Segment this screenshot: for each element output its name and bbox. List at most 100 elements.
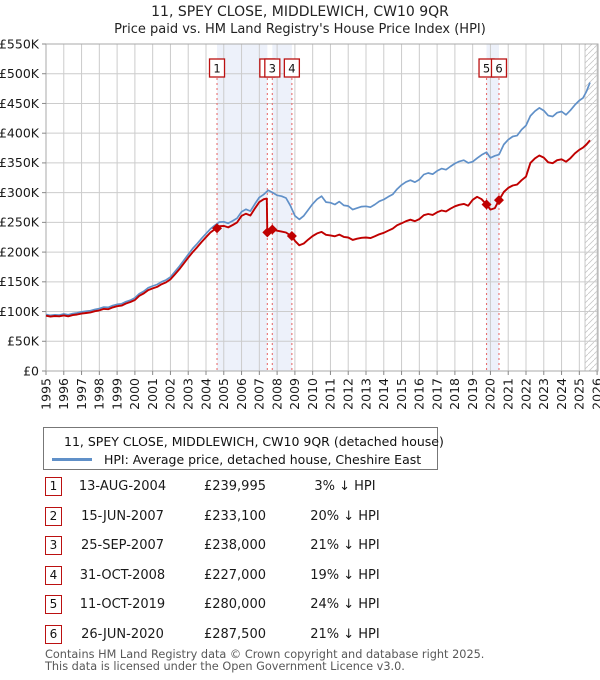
- transaction-price: £239,995: [203, 479, 266, 494]
- x-axis-tick-label: 2024: [554, 378, 569, 410]
- x-axis-tick-label: 2019: [465, 378, 480, 410]
- x-axis-tick-label: 1995: [38, 378, 53, 410]
- transaction-price: £227,000: [203, 567, 266, 583]
- ownership-period-shading: [272, 44, 292, 371]
- transaction-number-badge: 5: [45, 595, 62, 615]
- chart-subtitle: Price paid vs. HM Land Registry's House …: [114, 22, 486, 37]
- plot-border: [45, 43, 599, 372]
- transaction-date: 26-JUN-2020: [81, 626, 164, 642]
- future-data-hatch: [584, 43, 599, 372]
- transactions-table: 1 13-AUG-2004 £239,995 3% ↓ HPI 2 15-JUN…: [45, 477, 565, 655]
- transaction-hpi-diff: 21% ↓ HPI: [310, 626, 380, 642]
- x-axis-tick-label: 2002: [163, 378, 178, 410]
- x-axis-tick-label: 2026: [589, 378, 600, 410]
- sale-diamond-marker: [267, 224, 278, 235]
- x-axis-tick-label: 2001: [145, 378, 160, 410]
- transaction-date: 11-OCT-2019: [79, 597, 166, 613]
- sale-diamond-marker: [481, 199, 492, 210]
- chart-legend: 11, SPEY CLOSE, MIDDLEWICH, CW10 9QR (de…: [43, 427, 444, 470]
- sale-diamond-marker: [212, 223, 223, 234]
- table-row: 2 15-JUN-2007 £233,100 20% ↓ HPI: [45, 506, 565, 537]
- y-axis-tick-label: £400K: [0, 125, 40, 140]
- x-axis-tick-label: 2013: [358, 378, 373, 410]
- sale-number-box: [490, 58, 508, 78]
- x-axis-tick-label: 2000: [127, 378, 142, 410]
- sale-number-label: 4: [288, 62, 295, 76]
- transaction-date: 25-SEP-2007: [80, 538, 165, 554]
- sale-number-label: 5: [483, 62, 490, 76]
- sale-diamond-marker: [286, 231, 297, 242]
- table-row: 1 13-AUG-2004 £239,995 3% ↓ HPI: [45, 477, 565, 507]
- plot-background: [46, 44, 598, 371]
- x-axis-tick-label: 2010: [305, 378, 320, 410]
- transaction-price: £280,000: [203, 597, 266, 613]
- y-axis-tick-label: £300K: [0, 185, 40, 200]
- y-axis-tick-label: £100K: [0, 304, 40, 319]
- x-axis-tick-label: 2023: [536, 378, 551, 410]
- y-axis-tick-label: £150K: [0, 274, 40, 289]
- x-axis-tick-label: 2011: [323, 378, 338, 410]
- x-axis-tick-label: 2025: [572, 378, 587, 410]
- transaction-number-badge: 6: [45, 624, 62, 644]
- hpi-line: [45, 82, 591, 317]
- table-row: 5 11-OCT-2019 £280,000 24% ↓ HPI: [45, 595, 565, 625]
- x-axis-tick-label: 2018: [447, 378, 462, 410]
- transaction-price: £287,500: [203, 626, 266, 642]
- x-axis-tick-label: 1999: [109, 378, 124, 410]
- sale-number-label: 6: [495, 62, 502, 76]
- x-axis-tick-label: 2017: [429, 378, 444, 410]
- footer-line-1: Contains HM Land Registry data © Crown c…: [45, 648, 485, 661]
- y-axis-tick-label: £500K: [0, 66, 40, 81]
- y-axis-tick-label: £50K: [7, 334, 40, 349]
- y-axis-tick-label: £550K: [0, 36, 40, 51]
- ownership-period-shading: [486, 44, 499, 371]
- x-axis-tick-label: 2021: [501, 378, 516, 410]
- transaction-hpi-diff: 21% ↓ HPI: [310, 538, 380, 554]
- legend-label-hpi: HPI: Average price, detached house, Ches…: [104, 451, 422, 467]
- table-row: 6 26-JUN-2020 £287,500 21% ↓ HPI: [45, 624, 565, 655]
- x-axis-tick-label: 2020: [483, 378, 498, 410]
- transaction-number-badge: 3: [45, 536, 62, 556]
- hpi-line-swatch: [52, 457, 92, 461]
- transaction-date: 31-OCT-2008: [79, 567, 166, 583]
- x-axis-tick-label: 2008: [269, 378, 284, 410]
- transaction-hpi-diff: 20% ↓ HPI: [310, 508, 380, 524]
- table-row: 4 31-OCT-2008 £227,000 19% ↓ HPI: [45, 565, 565, 596]
- y-axis-tick-label: £350K: [0, 155, 40, 170]
- transaction-hpi-diff: 3% ↓ HPI: [314, 479, 376, 494]
- transaction-number-badge: 2: [45, 506, 62, 526]
- chart-title: 11, SPEY CLOSE, MIDDLEWICH, CW10 9QR: [151, 4, 449, 20]
- price-history-chart: 123456£0£50K£100K£150K£200K£250K£300K£35…: [0, 36, 600, 410]
- x-axis-tick-label: 2022: [518, 378, 533, 410]
- x-axis-tick-label: 2016: [412, 378, 427, 410]
- x-axis-tick-label: 1998: [92, 378, 107, 410]
- sale-number-label: 1: [213, 62, 220, 76]
- y-axis-tick-label: £0: [23, 363, 39, 378]
- x-axis-tick-label: 1997: [74, 378, 89, 410]
- x-axis-tick-label: 1996: [56, 378, 71, 410]
- transaction-hpi-diff: 24% ↓ HPI: [310, 597, 380, 613]
- y-axis-tick-label: £200K: [0, 244, 40, 259]
- sale-number-box: [283, 58, 301, 78]
- sale-number-box: [208, 58, 226, 78]
- footer-line-2: This data is licensed under the Open Gov…: [45, 659, 405, 673]
- legend-row-property: 11, SPEY CLOSE, MIDDLEWICH, CW10 9QR (de…: [52, 432, 444, 450]
- transaction-date: 15-JUN-2007: [81, 508, 164, 524]
- transaction-price: £233,100: [203, 508, 266, 524]
- x-axis-tick-label: 2007: [252, 378, 267, 410]
- sale-number-box: [264, 58, 281, 78]
- y-axis-tick-label: £450K: [0, 96, 40, 111]
- sale-number-label: 3: [269, 62, 276, 76]
- x-axis-tick-label: 2012: [341, 378, 356, 410]
- sale-diamond-marker: [493, 195, 504, 206]
- x-axis-tick-label: 2015: [394, 378, 409, 410]
- x-axis-tick-label: 2014: [376, 378, 391, 410]
- y-axis-tick-label: £250K: [0, 215, 40, 230]
- x-axis-tick-label: 2006: [234, 378, 249, 410]
- table-row: 3 25-SEP-2007 £238,000 21% ↓ HPI: [45, 536, 565, 566]
- legend-label-property: 11, SPEY CLOSE, MIDDLEWICH, CW10 9QR (de…: [64, 433, 444, 449]
- transaction-date: 13-AUG-2004: [78, 479, 167, 494]
- transaction-number-badge: 1: [45, 477, 62, 496]
- x-axis-tick-label: 2003: [181, 378, 196, 410]
